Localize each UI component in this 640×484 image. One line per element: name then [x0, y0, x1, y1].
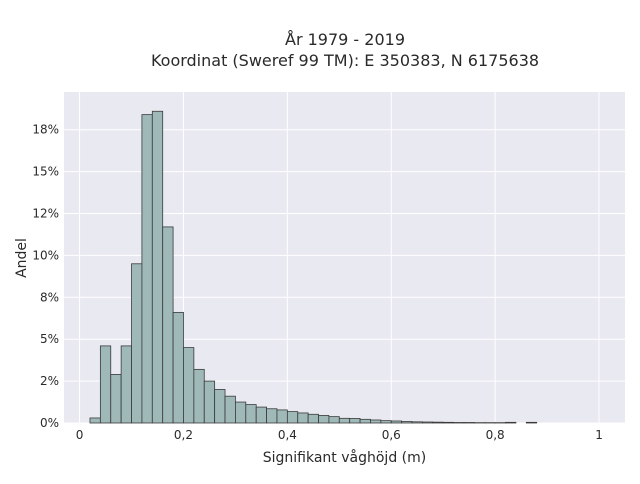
histogram-bar-27	[370, 420, 380, 423]
histogram-bar-31	[412, 422, 422, 423]
chart-title-line2: Koordinat (Sweref 99 TM): E 350383, N 61…	[151, 51, 539, 70]
histogram-bar-20	[298, 413, 308, 423]
x-axis-label: Signifikant våghöjd (m)	[263, 449, 426, 466]
histogram-bar-28	[381, 421, 391, 423]
histogram-bar-1	[100, 346, 110, 423]
x-tick-label-2: 0,4	[278, 428, 297, 442]
histogram-bar-18	[277, 410, 287, 423]
histogram-bar-40	[506, 422, 516, 423]
chart-title-line1: År 1979 - 2019	[285, 30, 405, 49]
histogram-bar-25	[350, 418, 360, 423]
y-tick-label-3: 8%	[40, 290, 59, 304]
histogram-bar-24	[339, 418, 349, 423]
x-axis-ticks: 0 0,2 0,4 0,6 0,8 1	[76, 428, 603, 442]
histogram-bar-8	[173, 312, 183, 423]
histogram-bar-30	[402, 421, 412, 423]
y-tick-label-7: 18%	[32, 123, 59, 137]
x-tick-label-1: 0,2	[174, 428, 193, 442]
y-tick-label-4: 10%	[32, 248, 59, 262]
histogram-bar-22	[319, 415, 329, 423]
histogram-bar-33	[433, 422, 443, 423]
x-tick-label-4: 0,8	[486, 428, 505, 442]
histogram-bar-21	[308, 414, 318, 423]
histogram-bar-7	[163, 227, 173, 423]
histogram-bar-14	[235, 402, 245, 423]
histogram-bar-11	[204, 381, 214, 423]
x-tick-label-0: 0	[76, 428, 84, 442]
histogram-bar-3	[121, 346, 131, 423]
y-tick-label-1: 2%	[40, 374, 59, 388]
y-tick-label-0: 0%	[40, 416, 59, 430]
histogram-bar-12	[215, 389, 225, 423]
histogram-bar-5	[142, 115, 152, 423]
y-tick-label-6: 15%	[32, 165, 59, 179]
histogram-bar-2	[111, 374, 121, 423]
histogram-bar-19	[287, 412, 297, 423]
histogram-bar-10	[194, 369, 204, 423]
histogram-bar-29	[391, 421, 401, 423]
histogram-bar-42	[526, 422, 536, 423]
histogram-bar-32	[422, 422, 432, 423]
histogram-bar-17	[267, 409, 277, 423]
histogram-bar-6	[152, 111, 162, 423]
y-tick-label-5: 12%	[32, 207, 59, 221]
histogram-bar-34	[443, 422, 453, 423]
y-axis-ticks: 0% 2% 5% 8% 10% 12% 15% 18%	[32, 123, 59, 430]
histogram-bar-23	[329, 417, 339, 423]
histogram-bar-9	[183, 348, 193, 423]
histogram-bar-15	[246, 405, 256, 423]
histogram-bar-4	[132, 264, 142, 423]
histogram-bar-16	[256, 407, 266, 423]
histogram-bar-0	[90, 418, 100, 423]
y-tick-label-2: 5%	[40, 332, 59, 346]
histogram-bar-13	[225, 396, 235, 423]
x-tick-label-3: 0,6	[382, 428, 401, 442]
histogram-bar-35	[454, 422, 464, 423]
x-tick-label-5: 1	[595, 428, 603, 442]
y-axis-label: Andel	[14, 238, 30, 278]
histogram-bar-36	[464, 422, 474, 423]
histogram-bar-26	[360, 419, 370, 423]
